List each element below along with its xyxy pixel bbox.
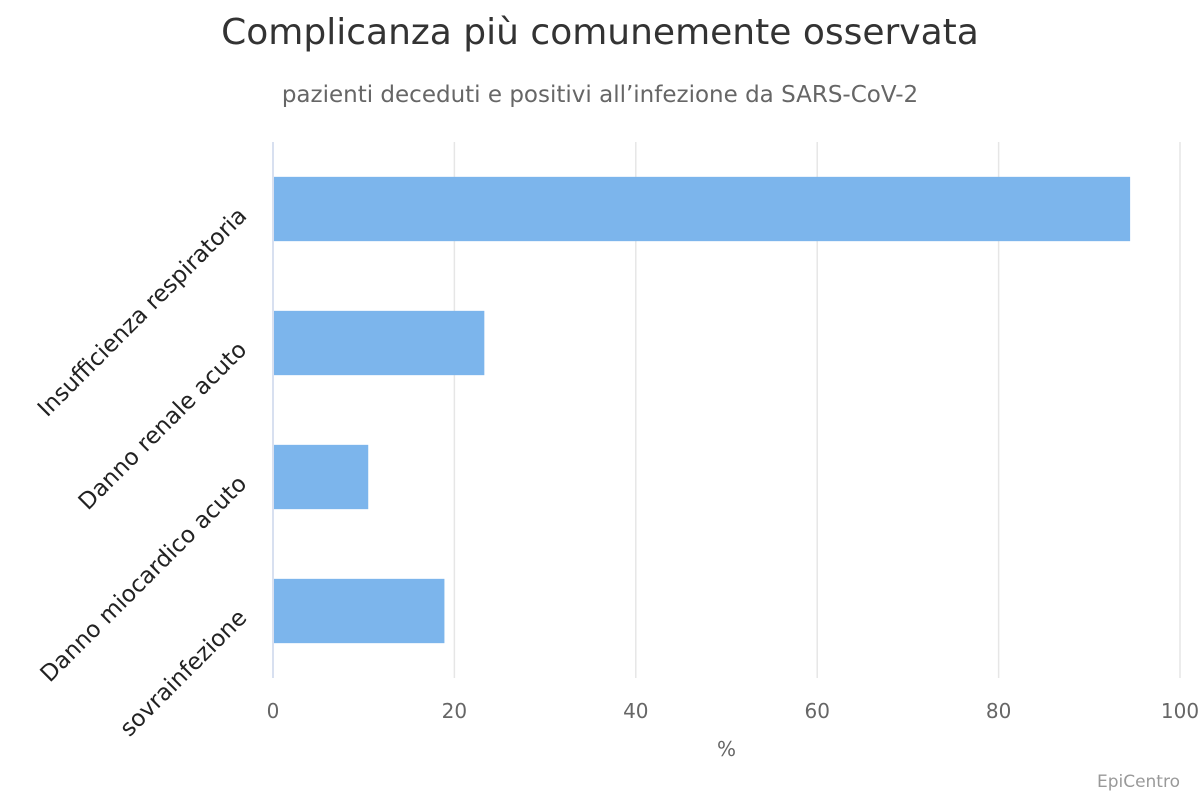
bar[interactable] xyxy=(274,176,1131,242)
bar[interactable] xyxy=(274,444,369,510)
x-tick-label: 80 xyxy=(986,699,1011,723)
bar[interactable] xyxy=(274,310,485,376)
chart-subtitle: pazienti deceduti e positivi all’infezio… xyxy=(281,82,919,108)
x-tick-label: 0 xyxy=(267,699,280,723)
category-label: Insufficienza respiratoria xyxy=(33,203,252,422)
x-tick-label: 40 xyxy=(623,699,648,723)
bars xyxy=(274,176,1131,644)
x-axis-title: % xyxy=(717,737,736,761)
category-label: sovrainfezione xyxy=(115,605,252,742)
chart-title: Complicanza più comunemente osservata xyxy=(221,12,979,53)
x-tick-label: 100 xyxy=(1161,699,1199,723)
x-tick-label: 20 xyxy=(442,699,467,723)
x-tick-label: 60 xyxy=(804,699,829,723)
credits-link[interactable]: EpiCentro xyxy=(1096,772,1180,792)
bar[interactable] xyxy=(274,578,445,644)
